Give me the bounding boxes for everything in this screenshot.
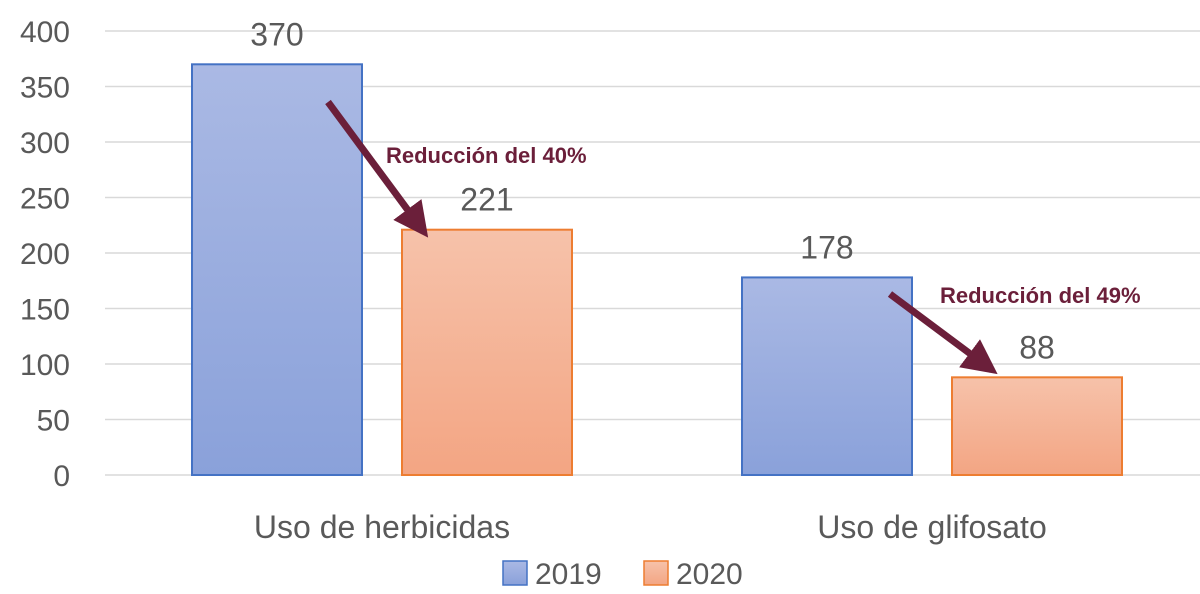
legend: 2019 2020: [502, 558, 743, 591]
y-tick-label: 400: [20, 16, 70, 49]
reduction-annotation: Reducción del 40%: [386, 143, 587, 168]
y-tick-label: 150: [20, 294, 70, 327]
bar-2019-0: [191, 63, 363, 477]
data-labels: 370 221 178 88: [250, 16, 1054, 365]
category-label: Uso de herbicidas: [254, 509, 510, 545]
legend-label: 2019: [535, 558, 602, 591]
y-tick-label: 350: [20, 72, 70, 105]
y-tick-label: 200: [20, 238, 70, 271]
y-tick-label: 100: [20, 349, 70, 382]
bar-2020-0: [401, 228, 573, 476]
annotations: Reducción del 40% Reducción del 49%: [325, 99, 1141, 375]
y-axis-ticks: 0 50 100 150 200 250 300 350 400: [20, 16, 70, 493]
data-label: 178: [800, 229, 853, 265]
data-label: 370: [250, 16, 303, 52]
reduction-arrow: [325, 99, 429, 238]
bar-2020-1: [951, 376, 1123, 477]
bar-2019-1: [741, 276, 913, 477]
y-tick-label: 300: [20, 127, 70, 160]
bars: [191, 63, 1123, 477]
data-label: 88: [1019, 329, 1055, 365]
reduction-annotation: Reducción del 49%: [940, 283, 1141, 308]
y-tick-label: 50: [37, 405, 70, 438]
y-tick-label: 250: [20, 183, 70, 216]
y-tick-label: 0: [53, 460, 70, 493]
category-label: Uso de glifosato: [817, 509, 1046, 545]
legend-swatch-2019: [502, 560, 528, 586]
data-label: 221: [460, 182, 513, 218]
legend-label: 2020: [676, 558, 743, 591]
category-labels: Uso de herbicidas Uso de glifosato: [254, 509, 1047, 545]
legend-swatch-2020: [643, 560, 669, 586]
reduction-arrow: [887, 291, 998, 375]
